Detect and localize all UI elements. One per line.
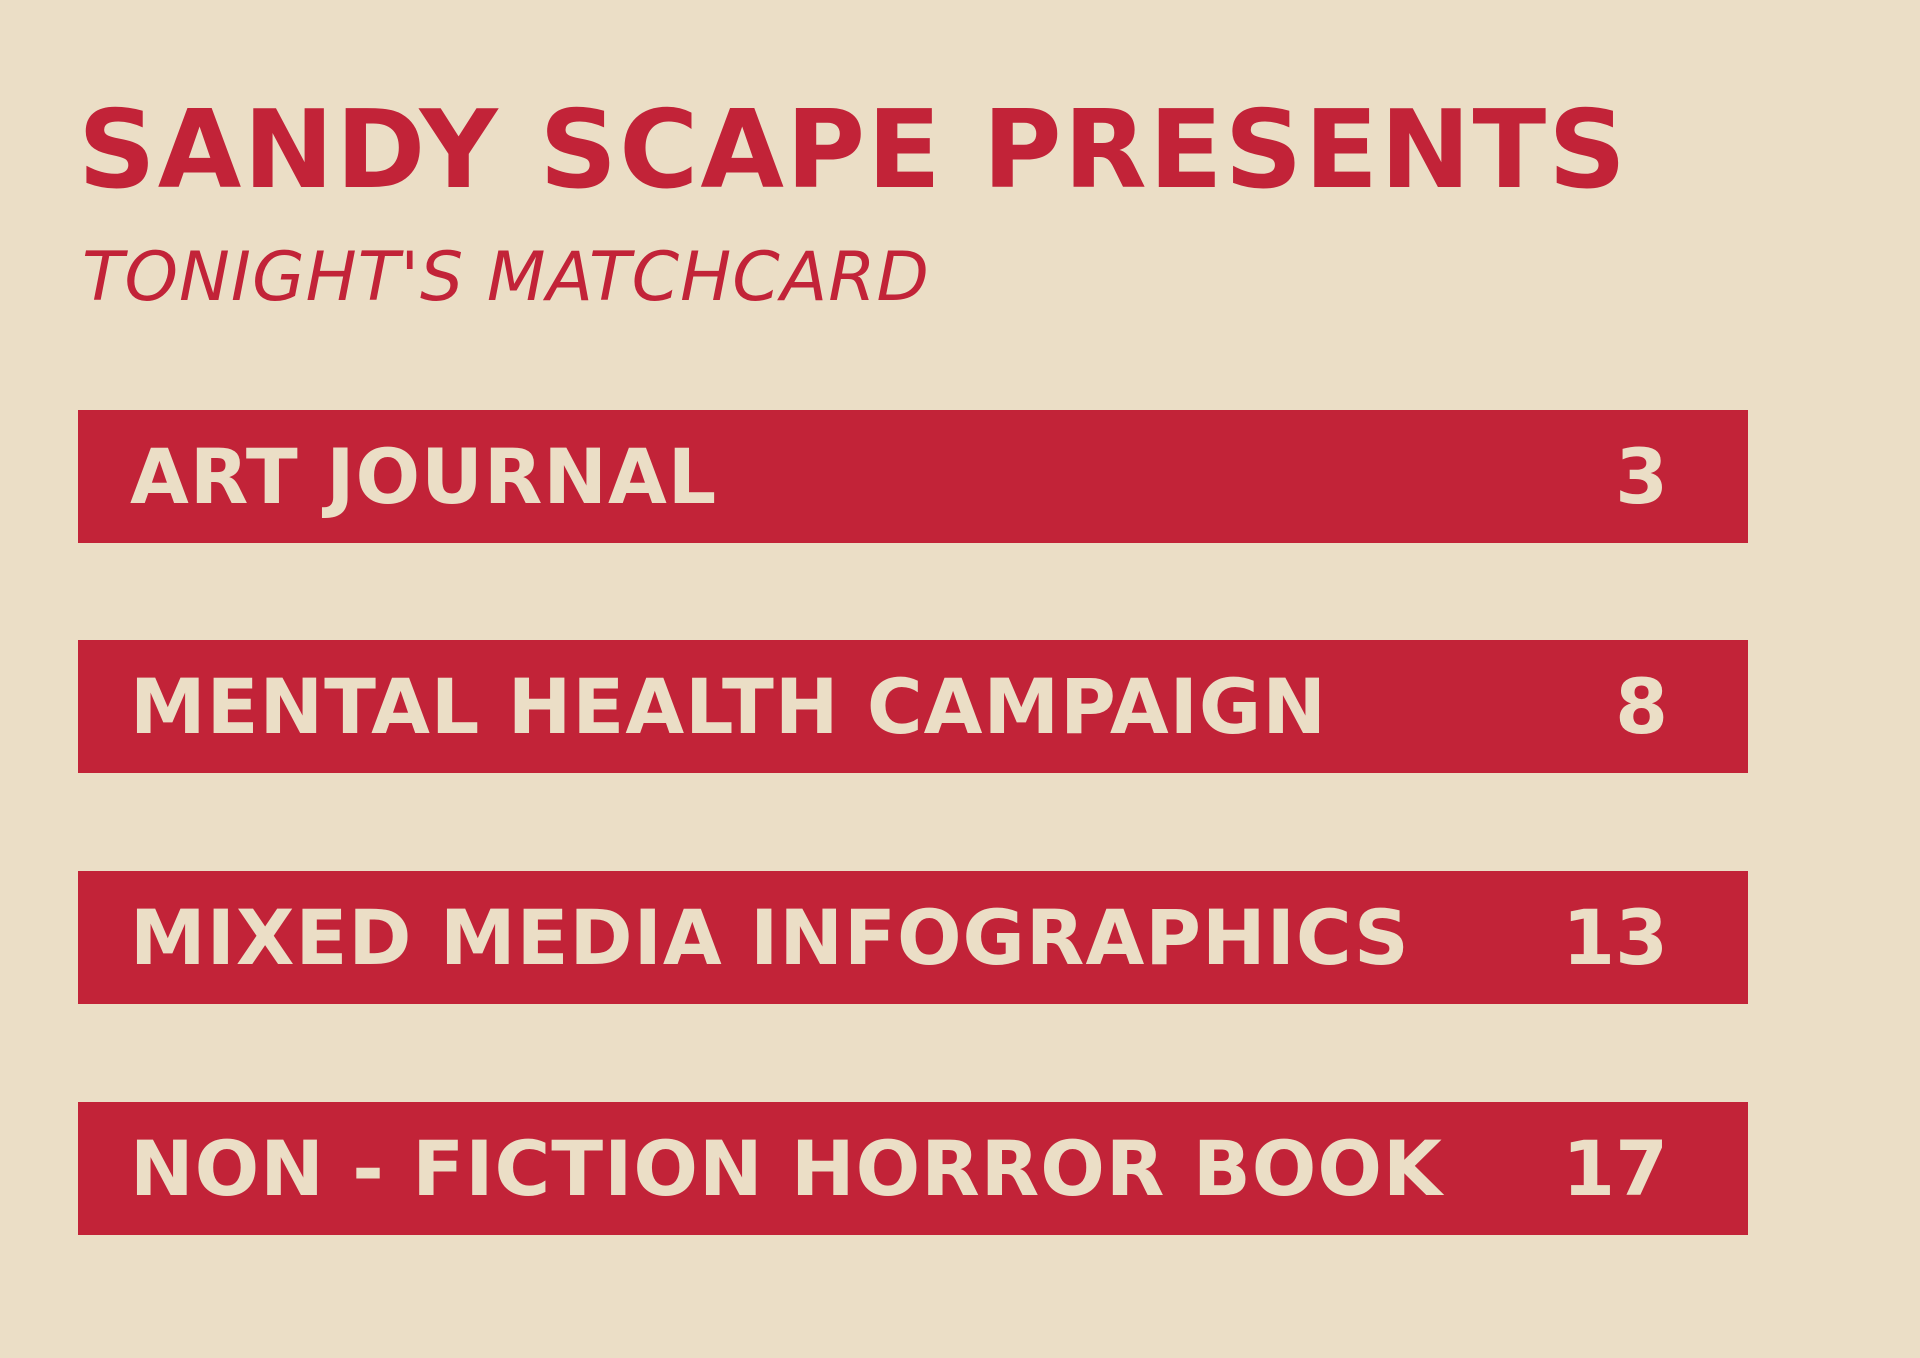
- match-title: NON - FICTION HORROR BOOK: [130, 1123, 1443, 1213]
- match-number: 8: [1615, 661, 1668, 751]
- page-title: SANDY SCAPE PRESENTS: [78, 88, 1628, 213]
- match-row-art-journal: ART JOURNAL 3: [78, 410, 1748, 543]
- match-number: 3: [1615, 431, 1668, 521]
- match-number: 13: [1562, 892, 1668, 982]
- match-title: MIXED MEDIA INFOGRAPHICS: [130, 892, 1410, 982]
- matchcard-list: ART JOURNAL 3 MENTAL HEALTH CAMPAIGN 8 M…: [78, 410, 1748, 1235]
- match-title: MENTAL HEALTH CAMPAIGN: [130, 661, 1327, 751]
- match-title: ART JOURNAL: [130, 431, 718, 521]
- page-subtitle: TONIGHT'S MATCHCARD: [82, 238, 930, 317]
- match-row-mental-health-campaign: MENTAL HEALTH CAMPAIGN 8: [78, 640, 1748, 773]
- match-row-mixed-media-infographics: MIXED MEDIA INFOGRAPHICS 13: [78, 871, 1748, 1004]
- match-number: 17: [1562, 1123, 1668, 1213]
- match-row-non-fiction-horror-book: NON - FICTION HORROR BOOK 17: [78, 1102, 1748, 1235]
